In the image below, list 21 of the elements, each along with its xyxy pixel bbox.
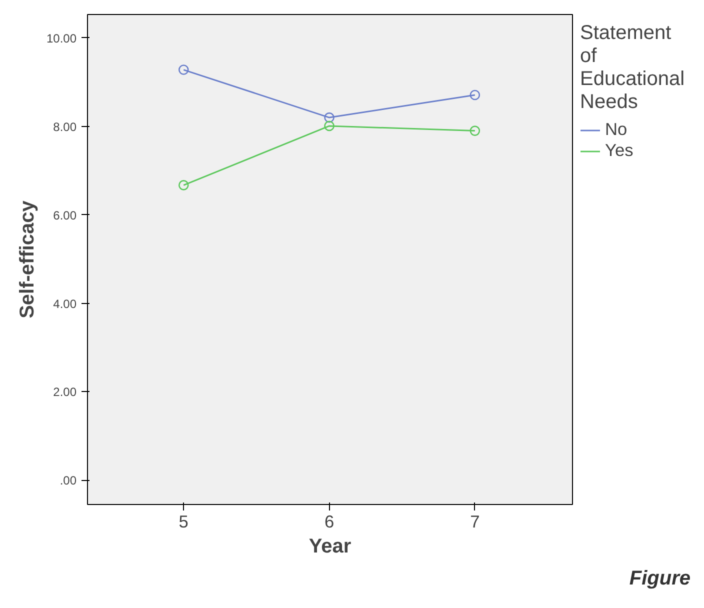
x-tick-label: 7 xyxy=(470,512,480,532)
point xyxy=(324,112,334,123)
point xyxy=(470,90,480,100)
y-axis-title: Self-efficacy xyxy=(16,200,38,318)
y-tick-label: 10.00 xyxy=(46,31,77,46)
legend-title: Statement of Educational Needs xyxy=(580,22,685,114)
point xyxy=(470,126,480,136)
y-tick-label: 4.00 xyxy=(53,296,77,311)
legend-label: Yes xyxy=(605,140,634,161)
point xyxy=(178,180,189,190)
y-tick-label: .00 xyxy=(60,474,77,488)
legend-label: No xyxy=(605,119,628,140)
point xyxy=(178,64,189,75)
x-axis-title: Year xyxy=(308,536,352,558)
y-tick-label: 8.00 xyxy=(53,120,77,134)
y-tick-label: 2.00 xyxy=(53,385,77,400)
x-tick-label: 5 xyxy=(178,512,188,532)
x-tick-label: 6 xyxy=(324,512,334,532)
y-tick-label: 6.00 xyxy=(53,208,77,222)
point xyxy=(324,120,334,132)
text: Figure xyxy=(629,568,691,590)
